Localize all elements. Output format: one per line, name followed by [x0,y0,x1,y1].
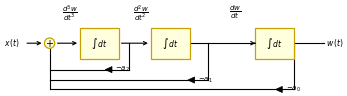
Polygon shape [276,86,282,93]
Text: $\int\,dt$: $\int\,dt$ [162,36,179,51]
Text: $\dfrac{dw}{dt}$: $\dfrac{dw}{dt}$ [229,4,241,21]
Text: $-a_1$: $-a_1$ [198,75,213,85]
Text: $x\,(t)$: $x\,(t)$ [4,37,20,49]
Text: $\int\,dt$: $\int\,dt$ [91,36,108,51]
FancyBboxPatch shape [80,28,119,59]
Text: $-a_2$: $-a_2$ [115,65,130,74]
Text: $\dfrac{d^3w}{dt^3}$: $\dfrac{d^3w}{dt^3}$ [62,4,78,23]
Polygon shape [188,77,195,83]
Text: $+$: $+$ [45,38,54,49]
Polygon shape [105,67,112,73]
Text: $\dfrac{d^2w}{dt^2}$: $\dfrac{d^2w}{dt^2}$ [133,4,149,23]
FancyBboxPatch shape [151,28,189,59]
Text: $-a_0$: $-a_0$ [286,85,301,94]
Ellipse shape [44,38,55,48]
Text: $\int\,dt$: $\int\,dt$ [266,36,283,51]
Text: $w\,(t)$: $w\,(t)$ [326,37,344,49]
FancyBboxPatch shape [255,28,294,59]
